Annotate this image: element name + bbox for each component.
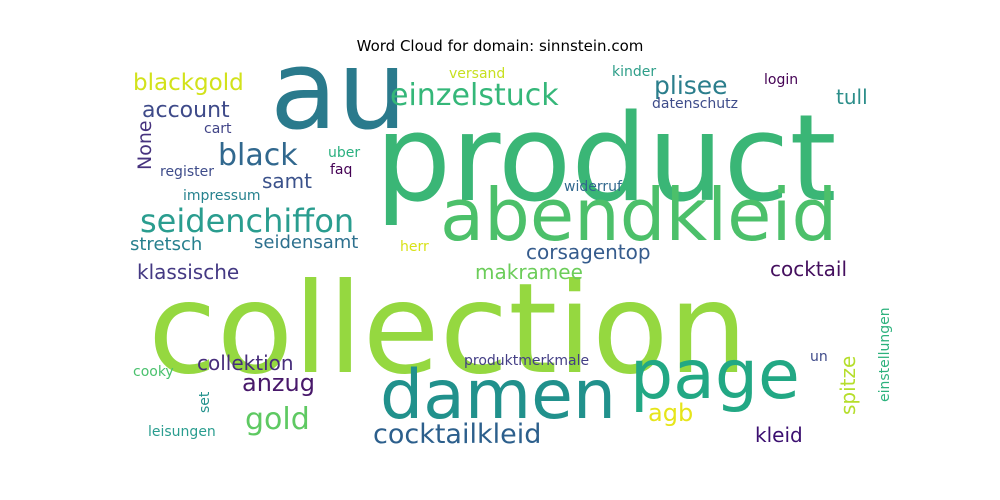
word-product: product (375, 90, 837, 229)
word-None: None (134, 120, 156, 170)
word-cooky: cooky (133, 364, 174, 380)
word-kinder: kinder (612, 64, 656, 80)
word-un: un (810, 349, 828, 365)
word-set: set (197, 391, 213, 413)
word-versand: versand (449, 66, 505, 82)
word-plisee: plisee (654, 71, 728, 100)
word-abendkleid: abendkleid (440, 173, 837, 257)
word-herr: herr (400, 239, 429, 255)
word-page: page (630, 336, 800, 415)
word-black: black (218, 138, 298, 173)
word-agb: agb (648, 399, 693, 427)
word-damen: damen (380, 356, 616, 435)
word-klassische: klassische (137, 260, 239, 284)
word-seidensamt: seidensamt (254, 232, 358, 253)
word-cocktail: cocktail (770, 257, 847, 281)
word-au: au (270, 26, 407, 154)
word-tull: tull (836, 85, 868, 109)
word-impressum: impressum (183, 188, 261, 204)
word-corsagentop: corsagentop (526, 240, 651, 264)
word-seidenchiffon: seidenchiffon (140, 202, 354, 240)
word-gold: gold (245, 402, 310, 437)
word-samt: samt (262, 169, 312, 193)
word-kleid: kleid (755, 423, 803, 447)
word-blackgold: blackgold (133, 70, 244, 96)
word-anzug: anzug (242, 369, 315, 397)
word-einzelstuck: einzelstuck (390, 78, 559, 113)
word-collektion: collektion (197, 351, 294, 375)
word-makramee: makramee (475, 260, 583, 284)
word-produktmerkmale: produktmerkmale (464, 353, 589, 369)
word-cart: cart (204, 121, 232, 137)
word-cocktailkleid: cocktailkleid (373, 419, 541, 450)
word-register: register (160, 164, 214, 180)
word-datenschutz: datenschutz (652, 96, 738, 112)
word-einstellungen: einstellungen (877, 307, 893, 402)
word-uber: uber (328, 145, 360, 161)
word-account: account (142, 98, 230, 123)
word-faq: faq (330, 162, 352, 178)
word-widerruf: widerruf (564, 179, 623, 195)
word-collection: collection (148, 257, 748, 402)
word-login: login (764, 72, 798, 88)
word-stretsch: stretsch (130, 234, 202, 255)
word-spitze: spitze (836, 356, 860, 415)
word-leisungen: leisungen (148, 424, 216, 440)
chart-title: Word Cloud for domain: sinnstein.com (356, 37, 644, 55)
